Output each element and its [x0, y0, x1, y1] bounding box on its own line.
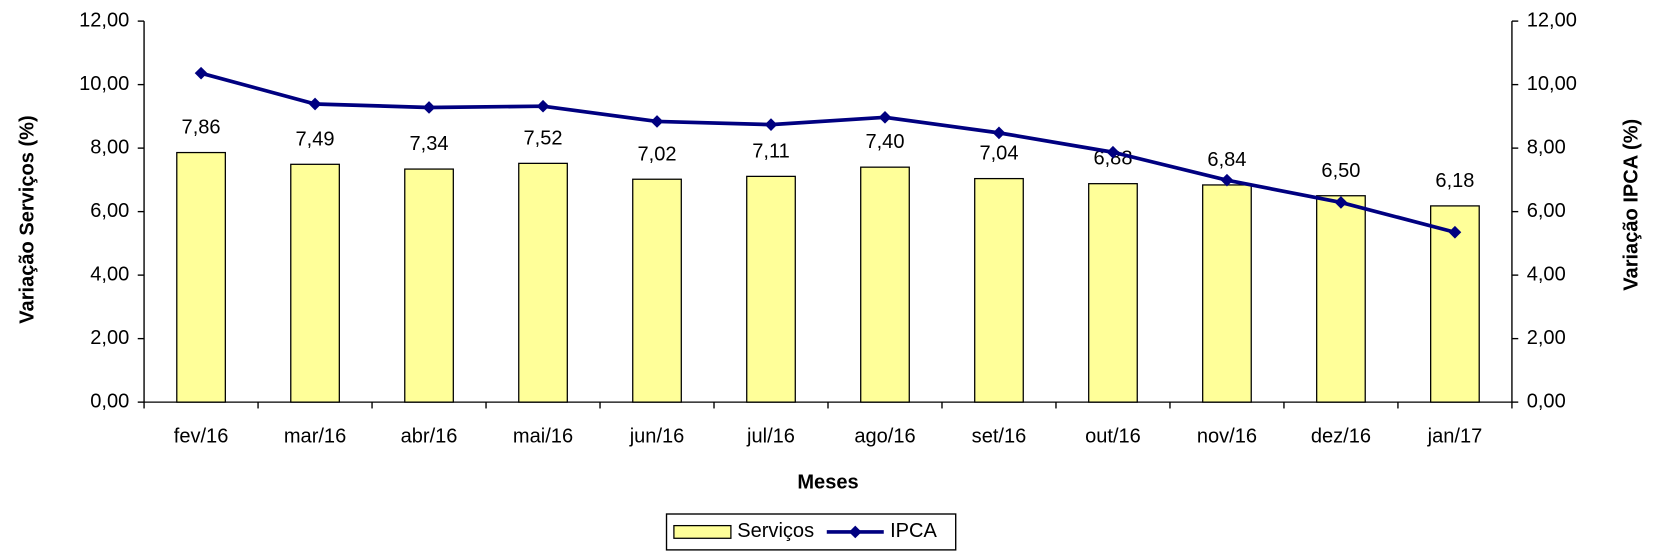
y2-axis-title: Variação IPCA (%) [1621, 119, 1643, 291]
value-label: 7,40 [865, 131, 904, 153]
bar [404, 168, 454, 403]
x-tick-label: abr/16 [401, 425, 458, 447]
marker [650, 115, 664, 128]
y-tick-label: 4,00 [90, 263, 129, 285]
y-tick-label: 6,00 [90, 200, 129, 222]
value-label: 6,18 [1435, 170, 1474, 192]
marker [878, 110, 892, 124]
value-label: 7,86 [182, 117, 221, 139]
line [200, 71, 1456, 235]
x-tick-label: dez/16 [1311, 425, 1371, 447]
y-tick-label: 0,00 [90, 390, 129, 412]
bar [1202, 184, 1252, 403]
bar [860, 166, 910, 403]
legend-swatch [673, 524, 732, 539]
y2-tick-label: 12,00 [1527, 9, 1577, 31]
marker [536, 99, 550, 113]
marker [308, 97, 322, 111]
x-tick-label: nov/16 [1197, 425, 1257, 447]
bar [1316, 195, 1366, 403]
y-axis-title: Variação Serviços (%) [16, 115, 38, 323]
value-label: 7,49 [296, 128, 335, 150]
x-tick-label: jul/16 [746, 425, 795, 447]
y2-tick-label: 4,00 [1527, 263, 1566, 285]
bar [518, 162, 568, 403]
x-tick-label: jan/17 [1427, 425, 1483, 447]
legend-label: IPCA [890, 520, 937, 542]
legend-label: Serviços [737, 520, 814, 542]
bar [632, 178, 682, 403]
marker [1448, 225, 1462, 239]
bar [1088, 183, 1138, 403]
x-tick-label: mar/16 [284, 425, 346, 447]
marker [1220, 173, 1234, 187]
x-tick-label: out/16 [1085, 425, 1141, 447]
value-label: 7,04 [979, 143, 1018, 165]
marker [1106, 145, 1120, 159]
x-tick-label: mai/16 [513, 425, 573, 447]
x-tick-label: fev/16 [174, 425, 229, 447]
y2-tick-label: 8,00 [1527, 136, 1566, 158]
value-label: 7,52 [524, 127, 563, 149]
y2-tick-label: 10,00 [1527, 73, 1577, 95]
x-axis-title: Meses [797, 472, 858, 494]
y2-tick-label: 6,00 [1527, 200, 1566, 222]
bar [746, 175, 796, 403]
x-tick-label: ago/16 [854, 425, 915, 447]
y-tick-label: 10,00 [79, 73, 129, 95]
marker [422, 101, 436, 114]
value-label: 6,50 [1321, 160, 1360, 182]
bar [1430, 205, 1480, 403]
y-tick-label: 12,00 [79, 9, 129, 31]
bar [290, 163, 340, 403]
x-tick-label: set/16 [972, 425, 1027, 447]
marker [1334, 196, 1348, 209]
value-label: 7,34 [410, 133, 449, 155]
value-label: 6,84 [1207, 149, 1246, 171]
y2-tick-label: 0,00 [1527, 390, 1566, 412]
marker [992, 126, 1006, 140]
marker [194, 66, 208, 80]
bar [176, 151, 226, 403]
value-label: 7,11 [752, 140, 790, 162]
marker [764, 118, 778, 131]
bar [974, 177, 1024, 403]
value-label: 7,02 [638, 143, 677, 165]
x-tick-label: jun/16 [629, 425, 685, 447]
y2-tick-label: 2,00 [1527, 327, 1566, 349]
y-tick-label: 8,00 [90, 136, 129, 158]
y-tick-label: 2,00 [90, 327, 129, 349]
